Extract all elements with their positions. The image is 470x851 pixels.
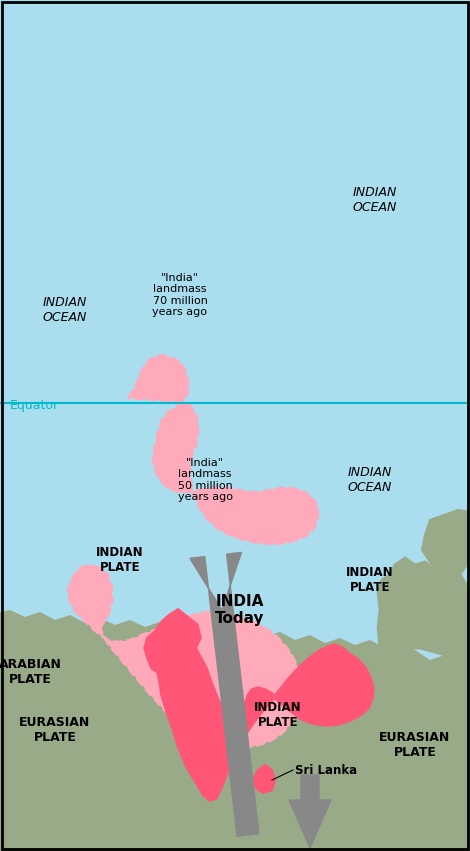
Polygon shape (0, 610, 470, 851)
Text: Equator: Equator (10, 399, 59, 412)
Text: Sri Lanka: Sri Lanka (295, 763, 357, 776)
Text: INDIAN
OCEAN: INDIAN OCEAN (348, 466, 392, 494)
Polygon shape (128, 355, 318, 544)
Polygon shape (378, 558, 470, 670)
Polygon shape (68, 565, 302, 748)
Text: INDIAN
OCEAN: INDIAN OCEAN (43, 296, 87, 324)
Text: "India"
landmass
50 million
years ago: "India" landmass 50 million years ago (178, 458, 233, 502)
Polygon shape (254, 765, 275, 793)
Text: ARABIAN
PLATE: ARABIAN PLATE (0, 658, 62, 686)
Polygon shape (422, 510, 470, 575)
Text: INDIAN
PLATE: INDIAN PLATE (96, 546, 144, 574)
Text: INDIAN
PLATE: INDIAN PLATE (254, 701, 302, 729)
Text: "India"
landmass
70 million
years ago: "India" landmass 70 million years ago (152, 272, 207, 317)
Text: INDIAN
OCEAN: INDIAN OCEAN (353, 186, 397, 214)
Text: INDIA
Today: INDIA Today (215, 594, 265, 626)
Polygon shape (190, 552, 259, 837)
Text: EURASIAN
PLATE: EURASIAN PLATE (379, 731, 451, 759)
Text: INDIAN
PLATE: INDIAN PLATE (346, 566, 394, 594)
Polygon shape (145, 610, 373, 800)
Text: EURASIAN
PLATE: EURASIAN PLATE (19, 716, 91, 744)
Polygon shape (0, 640, 85, 715)
Polygon shape (289, 775, 331, 848)
